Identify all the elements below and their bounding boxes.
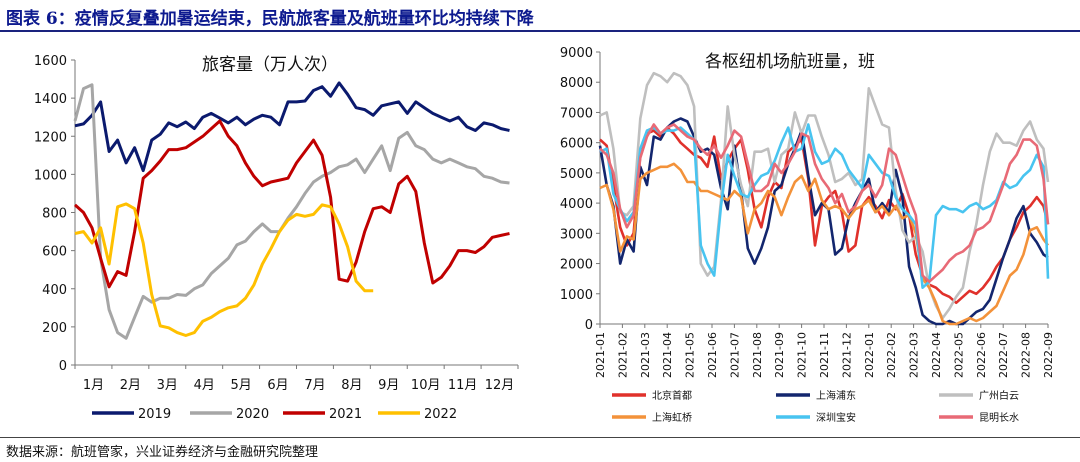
flights-x-tick-label: 2021-12	[840, 332, 853, 378]
legend-label-x: 深圳宝安	[816, 411, 856, 424]
flights-x-tick-label: 2022-02	[885, 332, 898, 378]
passenger-x-tick-label: 12月	[485, 378, 515, 393]
passenger-chart-title: 旅客量（万人次）	[202, 55, 338, 75]
passenger-y-tick-label: 1200	[34, 130, 67, 145]
passenger-x-tick-label: 5月	[230, 378, 251, 393]
series-line-2019	[74, 81, 510, 173]
title-rule	[0, 30, 1080, 32]
flights-chart: 各枢纽机场航班量，班 0 1000 2000 3000 4000 5000 6000 7000…	[560, 46, 1055, 424]
passenger-x-tick-label: 6月	[267, 378, 288, 393]
legend-label-x: 北京首都	[652, 389, 692, 402]
legend-label-x: 昆明长水	[979, 412, 1019, 424]
flights-y-tick-label: 4000	[560, 197, 593, 212]
legend-label-x: 上海浦东	[816, 389, 856, 402]
flights-x-tick-label: 2022-01	[863, 332, 876, 378]
passenger-y-tick-label: 1600	[34, 54, 67, 69]
flights-y-tick-label: 1000	[560, 288, 593, 303]
passenger-x-tick-label: 9月	[378, 378, 399, 393]
flights-x-tick-label: 2021-02	[616, 332, 629, 378]
flights-x-tick-label: 2022-03	[908, 332, 921, 378]
flights-x-tick-label: 2022-09	[1042, 332, 1055, 378]
flights-x-tick-label: 2022-05	[952, 332, 965, 378]
legend-label-x: 上海虹桥	[652, 411, 692, 424]
flights-x-tick-label: 2021-01	[594, 332, 607, 378]
passenger-x-tick-label: 11月	[448, 378, 478, 393]
flights-y-tick-label: 7000	[560, 106, 593, 121]
flights-y-tick-label: 3000	[560, 227, 593, 242]
flights-x-tick-label: 2021-07	[728, 332, 741, 378]
passenger-chart: 旅客量（万人次） 0 200 400 600 800 1000 1200 1400 1600 1月…	[34, 54, 519, 422]
flights-x-tick-label: 2022-04	[930, 332, 943, 378]
passenger-y-tick-label: 0	[59, 359, 67, 374]
passenger-x-tick-label: 7月	[304, 378, 325, 393]
figure-title: 图表 6：疫情反复叠加暑运结束，民航旅客量及航班量环比均持续下降	[6, 9, 534, 29]
series-line-2022	[74, 202, 374, 337]
flights-x-tick-label: 2021-05	[684, 332, 697, 378]
series-line-2021	[74, 119, 510, 289]
series-line-x	[599, 123, 1050, 284]
passenger-y-tick-label: 600	[42, 245, 67, 260]
passenger-x-tick-label: 1月	[83, 378, 104, 393]
flights-chart-title: 各枢纽机场航班量，班	[705, 52, 875, 72]
flights-x-tick-label: 2021-08	[751, 332, 764, 378]
series-line-x	[598, 117, 1049, 326]
figure-source: 数据来源：航班管家，兴业证券经济与金融研究院整理	[6, 445, 319, 460]
flights-y-tick-label: 5000	[560, 167, 593, 182]
flights-chart-series	[598, 71, 1050, 326]
legend-label-2020: 2020	[236, 407, 269, 422]
flights-x-tick-label: 2022-07	[997, 332, 1010, 378]
passenger-x-tick-label: 10月	[411, 378, 441, 393]
flights-y-tick-label: 9000	[560, 46, 593, 61]
flights-x-tick-label: 2021-03	[639, 332, 652, 378]
flights-x-tick-label: 2021-04	[661, 332, 674, 378]
series-line-x	[599, 123, 1050, 290]
flights-x-tick-label: 2022-06	[975, 332, 988, 378]
flights-x-tick-label: 2022-08	[1020, 332, 1033, 378]
flights-x-tick-label: 2021-10	[796, 332, 809, 378]
source-rule	[0, 437, 1080, 438]
flights-y-tick-label: 6000	[560, 137, 593, 152]
passenger-y-tick-label: 800	[42, 207, 67, 222]
flights-x-tick-label: 2021-09	[773, 332, 786, 378]
passenger-chart-legend: 2019 2020 2021 2022	[92, 407, 457, 422]
series-line-2020	[73, 83, 510, 340]
passenger-y-tick-label: 1000	[34, 168, 67, 183]
passenger-x-tick-label: 2月	[120, 378, 141, 393]
passenger-x-tick-label: 3月	[157, 378, 178, 393]
legend-label-2019: 2019	[138, 407, 171, 422]
passenger-y-tick-label: 200	[42, 321, 67, 336]
passenger-x-tick-label: 8月	[341, 378, 362, 393]
flights-x-tick-label: 2021-11	[818, 332, 831, 378]
legend-label-2021: 2021	[329, 407, 362, 422]
passenger-chart-axes: 0 200 400 600 800 1000 1200 1400 1600 1月 2月 3月 4月 5月 6…	[34, 54, 519, 393]
passenger-x-tick-label: 4月	[194, 378, 215, 393]
series-line-x	[599, 71, 1050, 320]
series-line-x	[599, 162, 1050, 326]
flights-y-tick-label: 2000	[560, 258, 593, 273]
legend-label-x: 广州白云	[979, 389, 1019, 402]
series-line-x	[599, 126, 1050, 305]
passenger-y-tick-label: 400	[42, 283, 67, 298]
legend-label-2022: 2022	[424, 407, 457, 422]
passenger-chart-series	[73, 81, 510, 340]
flights-x-tick-label: 2021-06	[706, 332, 719, 378]
flights-y-tick-label: 0	[585, 318, 593, 333]
passenger-y-tick-label: 1400	[34, 92, 67, 107]
flights-y-tick-label: 8000	[560, 76, 593, 91]
